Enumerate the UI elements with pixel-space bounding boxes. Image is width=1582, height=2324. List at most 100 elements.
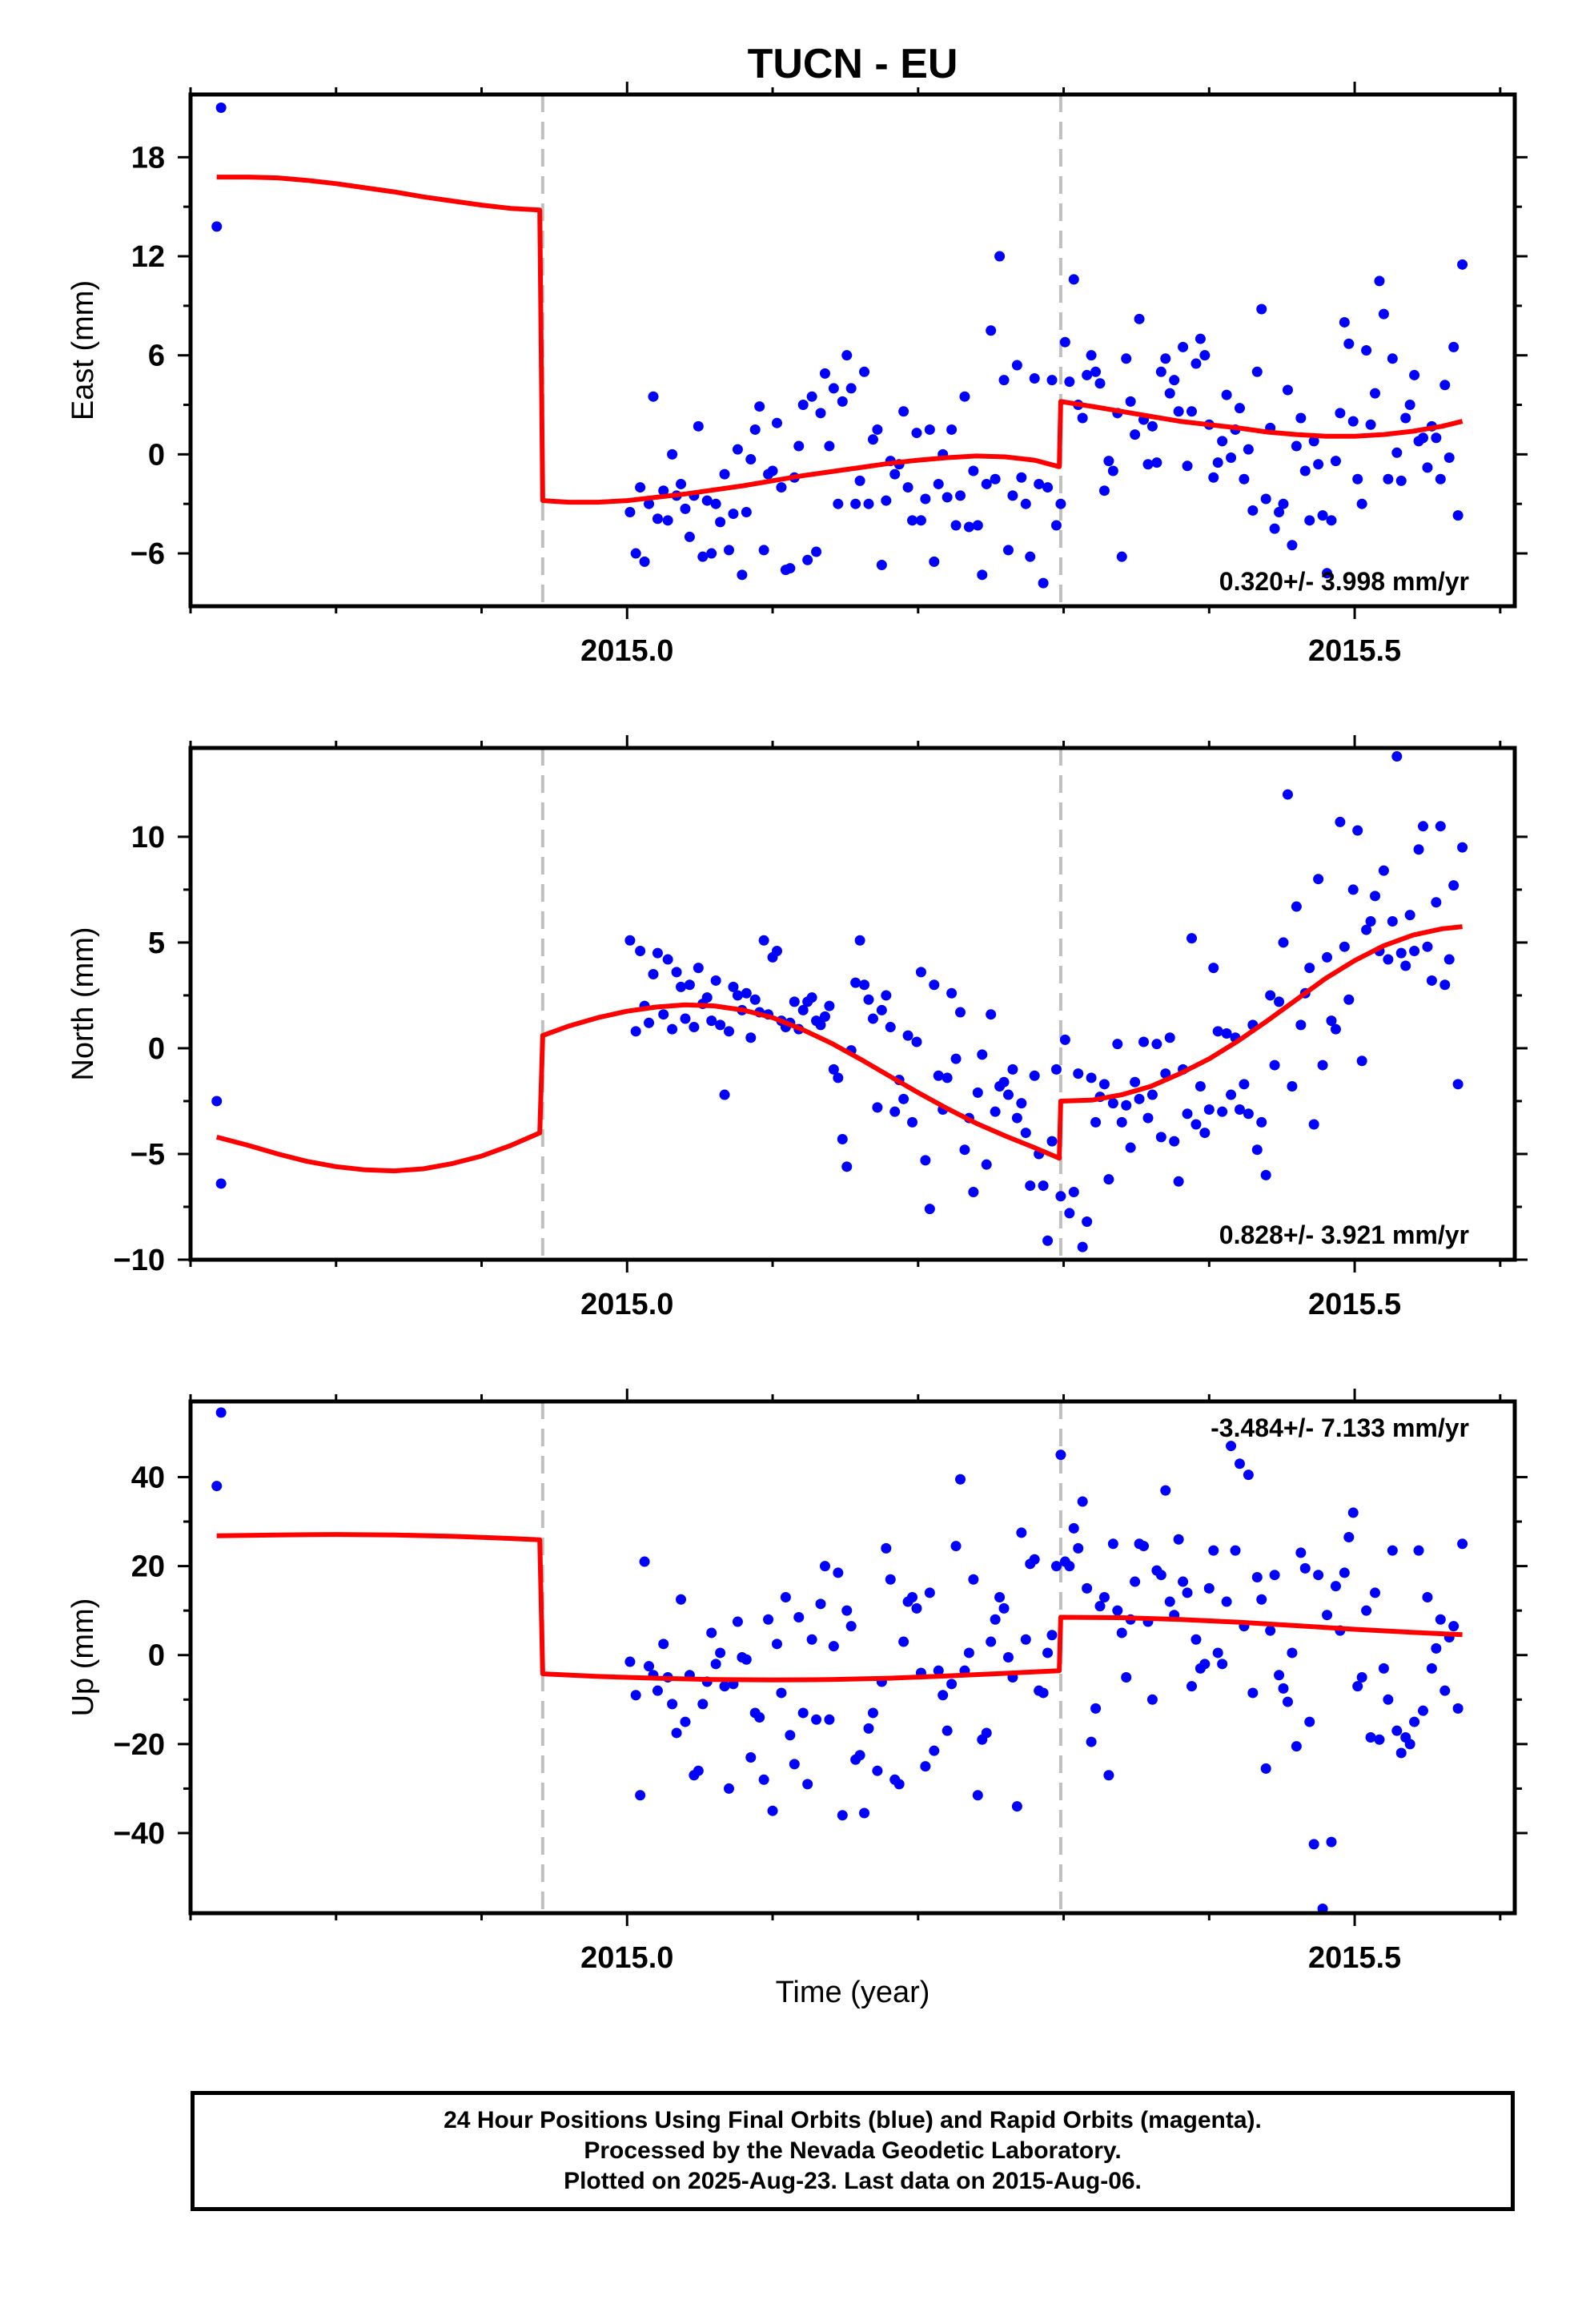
data-point [1016, 472, 1027, 483]
data-point [1164, 1032, 1175, 1043]
data-point [1247, 1687, 1259, 1699]
data-point [837, 1133, 848, 1144]
data-point [907, 1591, 918, 1602]
data-point [1155, 1132, 1166, 1143]
data-point [676, 1594, 687, 1605]
data-point [1361, 924, 1372, 935]
data-point [859, 1807, 870, 1819]
data-point [1335, 408, 1346, 419]
data-point [1217, 1106, 1228, 1117]
data-point [710, 1659, 721, 1670]
data-point [658, 1009, 669, 1020]
data-point [771, 945, 782, 956]
data-point [797, 1004, 809, 1015]
data-point [1064, 376, 1075, 388]
data-point [902, 482, 913, 493]
x-tick-label: 2015.0 [580, 1288, 673, 1321]
data-point [802, 554, 813, 565]
data-point [1073, 1068, 1084, 1080]
data-point [1352, 825, 1363, 836]
data-point [639, 1556, 650, 1567]
data-point [1356, 1055, 1367, 1067]
data-point [1098, 1591, 1110, 1602]
data-point [841, 1605, 853, 1616]
data-point [1208, 472, 1219, 483]
data-point [763, 1614, 774, 1625]
data-point [867, 1707, 878, 1719]
data-point [758, 1774, 769, 1785]
data-point [889, 1106, 901, 1117]
data-point [1282, 1696, 1293, 1707]
data-point [1134, 313, 1145, 324]
data-point [789, 996, 800, 1007]
data-point [1011, 1801, 1022, 1812]
data-point [745, 454, 757, 465]
data-point [215, 1178, 227, 1189]
data-point [749, 994, 761, 1005]
x-tick-label: 2015.5 [1308, 1288, 1401, 1321]
data-point [1239, 473, 1250, 485]
data-point [1038, 577, 1049, 589]
data-point [1046, 1630, 1058, 1641]
data-point [797, 1707, 809, 1719]
data-point [1313, 459, 1324, 470]
data-point [1042, 1647, 1054, 1659]
data-point [1107, 1098, 1118, 1109]
data-point [1130, 1076, 1141, 1088]
data-point [1365, 419, 1376, 430]
data-point [1265, 990, 1276, 1001]
data-point [706, 1015, 717, 1027]
data-point [1413, 844, 1424, 855]
data-point [898, 1636, 909, 1647]
data-point [1370, 1587, 1381, 1598]
data-point [911, 1036, 922, 1047]
data-point [854, 935, 865, 946]
data-point [1404, 400, 1415, 411]
data-point [859, 366, 870, 377]
data-point [1287, 540, 1298, 551]
data-point [811, 546, 822, 557]
data-point [1020, 498, 1031, 509]
data-point [1457, 842, 1468, 853]
data-point [828, 383, 839, 394]
data-point [1029, 1070, 1040, 1081]
data-point [1082, 1582, 1093, 1594]
data-point [1199, 1128, 1211, 1139]
data-point [915, 967, 926, 978]
plot-frame [188, 746, 1517, 1262]
data-point [833, 498, 844, 509]
data-point [942, 492, 953, 503]
data-point [946, 987, 958, 999]
data-point [1212, 1026, 1223, 1037]
data-point [933, 1665, 944, 1676]
data-point [630, 1026, 641, 1037]
data-point [732, 444, 743, 455]
data-point [671, 967, 682, 978]
y-axis-label: North (mm) [66, 927, 100, 1080]
data-point [652, 947, 663, 959]
data-point [624, 507, 636, 518]
data-point [1251, 1571, 1263, 1582]
data-point [1443, 452, 1455, 463]
data-point [1417, 1705, 1428, 1716]
data-point [955, 1474, 966, 1485]
y-tick-label: −5 [130, 1138, 165, 1172]
model-line [215, 924, 1463, 1174]
data-point [1317, 1059, 1328, 1071]
data-point [1352, 473, 1363, 485]
data-point [1090, 1116, 1102, 1128]
rate-annotation: 0.828+/- 3.921 mm/yr [1219, 1220, 1469, 1249]
data-point [1304, 1716, 1315, 1727]
data-point [680, 1013, 691, 1024]
data-point [1339, 1567, 1350, 1578]
data-point [630, 548, 641, 559]
data-point [1322, 1610, 1333, 1621]
data-point [680, 503, 691, 514]
data-point [652, 1685, 663, 1696]
data-point [1383, 473, 1394, 485]
data-point [1138, 1541, 1150, 1552]
data-point [1090, 366, 1102, 377]
data-point [1155, 366, 1166, 377]
data-point [977, 1049, 988, 1060]
data-point [972, 1087, 983, 1098]
